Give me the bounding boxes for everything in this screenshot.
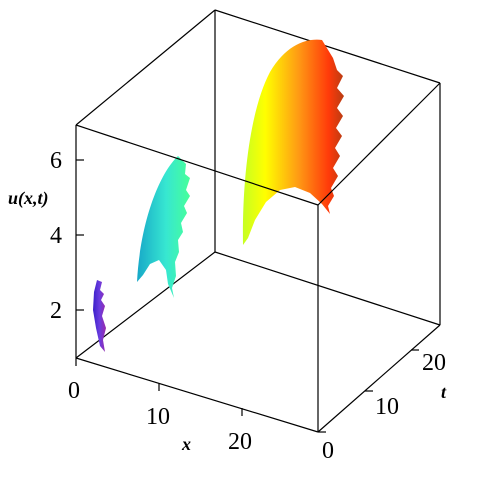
u-axis-label: u(x,t) [8,188,49,209]
plot-box-front [75,9,441,433]
surface-ridges [93,39,344,352]
t-tick-label: 20 [422,350,446,376]
x-axis: 0 10 20 x [68,358,252,455]
x-axis-label: x [181,434,191,454]
u-axis: 6 4 2 u(x,t) [8,148,84,324]
t-tick-label: 0 [322,438,334,464]
u-tick-label: 2 [50,298,62,324]
u-tick-label: 6 [50,148,62,174]
x-tick-label: 10 [146,404,170,430]
ridge-violet [93,280,106,352]
t-tick-label: 10 [375,394,399,420]
ridge-cyan [137,156,190,298]
x-tick-label: 0 [68,378,80,404]
x-tick-label: 20 [228,429,252,455]
u-tick-label: 4 [50,223,62,249]
ridge-hot [242,39,344,245]
t-axis-label: t [441,382,447,402]
t-axis: 0 10 20 t [318,349,447,464]
